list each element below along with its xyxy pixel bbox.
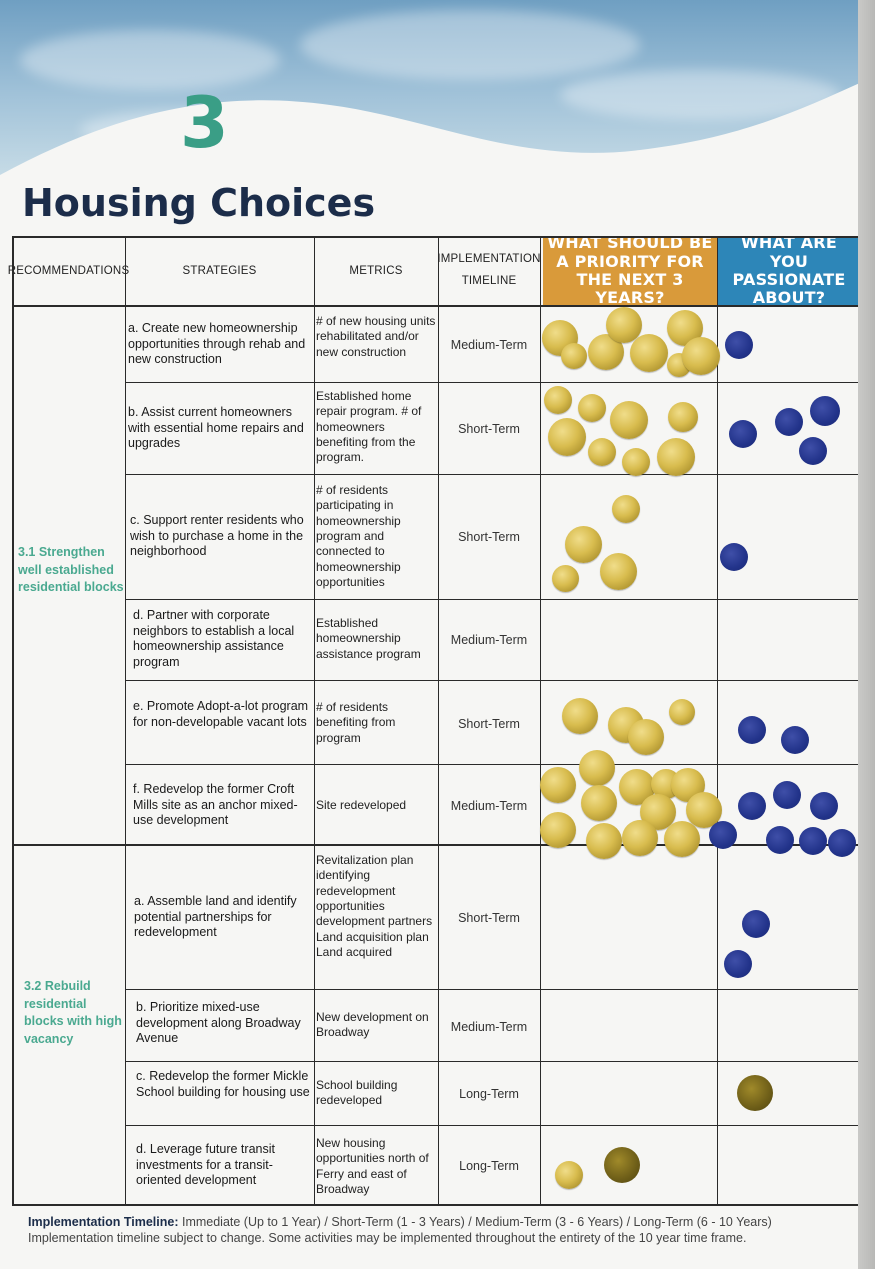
header-metrics: METRICS (349, 265, 403, 277)
gold-sticker (562, 698, 598, 734)
timeline-cell: Medium-Term (450, 338, 528, 352)
gold-sticker (578, 394, 606, 422)
metric-cell: School building redeveloped (316, 1078, 398, 1108)
wall-edge (858, 0, 875, 1269)
header-timeline: IMPLEMENTATION TIMELINE (437, 253, 541, 287)
timeline-cell: Short-Term (458, 422, 520, 436)
navy-sticker (773, 781, 801, 809)
metric-cell: New development on Broadway (316, 1010, 429, 1040)
navy-sticker (720, 543, 748, 571)
navy-sticker (738, 792, 766, 820)
gold-sticker (552, 565, 579, 592)
gold-sticker (540, 812, 576, 848)
strategy-cell: b. Assist current homeowners with essent… (128, 405, 304, 451)
timeline-cell: Short-Term (458, 717, 520, 731)
section-number: 3 (180, 82, 229, 164)
gold-sticker (600, 553, 637, 590)
gold-sticker (622, 448, 650, 476)
header-recommendations: RECOMMENDATIONS (7, 265, 130, 277)
gold-sticker (628, 719, 664, 755)
footnote-line1: Immediate (Up to 1 Year) / Short-Term (1… (178, 1215, 772, 1229)
gold-sticker (657, 438, 695, 476)
navy-sticker (729, 420, 757, 448)
gold-sticker (668, 402, 698, 432)
metric-cell: # of new housing units rehabilitated and… (316, 314, 436, 359)
strategy-cell: c. Support renter residents who wish to … (130, 513, 304, 559)
gold-sticker (561, 343, 587, 369)
olive-sticker (604, 1147, 640, 1183)
metric-cell: # of residents benefiting from program (316, 700, 396, 745)
gold-sticker (540, 767, 576, 803)
strategy-cell: d. Partner with corporate neighbors to e… (133, 608, 295, 669)
timeline-cell: Medium-Term (450, 1020, 528, 1034)
metric-cell: Established homeownership assistance pro… (316, 616, 421, 661)
strategy-cell: e. Promote Adopt-a-lot program for non-d… (133, 699, 309, 729)
gold-sticker (579, 750, 615, 786)
strategy-cell: c. Redevelop the former Mickle School bu… (136, 1069, 310, 1099)
metric-cell: Revitalization plan identifying redevelo… (316, 853, 433, 960)
strategy-cell: a. Assemble land and identify potential … (134, 894, 297, 940)
gold-sticker (565, 526, 602, 563)
gold-sticker (555, 1161, 583, 1189)
gold-sticker (581, 785, 617, 821)
navy-sticker (724, 950, 752, 978)
strategy-table: RECOMMENDATIONS STRATEGIES METRICS IMPLE… (7, 234, 860, 1208)
timeline-cell: Short-Term (458, 530, 520, 544)
gold-sticker (630, 334, 668, 372)
strategy-cell: f. Redevelop the former Croft Mills site… (133, 782, 298, 828)
gold-sticker (610, 401, 648, 439)
strategy-cell: a. Create new homeownership opportunitie… (128, 321, 306, 367)
timeline-cell: Short-Term (458, 911, 520, 925)
footnote-label: Implementation Timeline: (28, 1215, 179, 1229)
navy-sticker (810, 792, 838, 820)
gold-sticker (669, 699, 695, 725)
poster-title: Housing Choices (22, 181, 376, 225)
gold-sticker (664, 821, 700, 857)
gold-sticker (544, 386, 572, 414)
header-priority: WHAT SHOULD BE A PRIORITY FOR THE NEXT 3… (543, 234, 717, 307)
gold-sticker (548, 418, 586, 456)
navy-sticker (709, 821, 737, 849)
timeline-cell: Medium-Term (450, 799, 528, 813)
footnote-line2: Implementation timeline subject to chang… (28, 1231, 747, 1246)
gold-sticker (622, 820, 658, 856)
navy-sticker (738, 716, 766, 744)
timeline-cell: Long-Term (459, 1159, 519, 1173)
metric-cell: # of residents participating in homeowne… (316, 483, 401, 590)
navy-sticker (781, 726, 809, 754)
footnote: Implementation Timeline: Immediate (Up t… (28, 1214, 828, 1247)
navy-sticker (810, 396, 840, 426)
gold-sticker (682, 337, 720, 375)
navy-sticker (799, 437, 827, 465)
recommendation-3-2: 3.2 Rebuild residential blocks with high… (24, 979, 122, 1046)
navy-sticker (775, 408, 803, 436)
metric-cell: Established home repair program. # of ho… (316, 389, 422, 465)
header-passionate: WHAT ARE YOU PASSIONATE ABOUT? (718, 234, 860, 307)
gold-sticker (586, 823, 622, 859)
poster-body (0, 200, 858, 1269)
navy-sticker (799, 827, 827, 855)
recommendation-3-1: 3.1 Strengthen well established resident… (18, 545, 124, 594)
metric-cell: Site redeveloped (316, 798, 407, 812)
strategy-cell: b. Prioritize mixed-use development alon… (136, 1000, 301, 1046)
metric-cell: New housing opportunities north of Ferry… (316, 1136, 429, 1197)
header-strategies: STRATEGIES (182, 265, 257, 277)
navy-sticker (766, 826, 794, 854)
navy-sticker (742, 910, 770, 938)
timeline-cell: Medium-Term (450, 633, 528, 647)
navy-sticker (725, 331, 753, 359)
olive-sticker (737, 1075, 773, 1111)
gold-sticker (606, 307, 642, 343)
timeline-cell: Long-Term (459, 1087, 519, 1101)
gold-sticker (612, 495, 640, 523)
navy-sticker (828, 829, 856, 857)
strategy-cell: d. Leverage future transit investments f… (136, 1142, 275, 1188)
gold-sticker (588, 438, 616, 466)
